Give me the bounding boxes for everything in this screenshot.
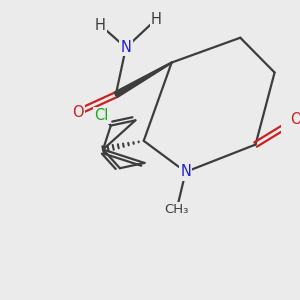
Text: O: O	[72, 105, 83, 120]
Text: CH₃: CH₃	[165, 203, 189, 216]
Text: Cl: Cl	[94, 108, 109, 123]
Text: N: N	[180, 164, 191, 179]
Text: N: N	[121, 40, 131, 55]
Text: H: H	[151, 12, 162, 27]
Polygon shape	[114, 62, 172, 98]
Text: H: H	[95, 18, 106, 33]
Text: O: O	[290, 112, 300, 127]
